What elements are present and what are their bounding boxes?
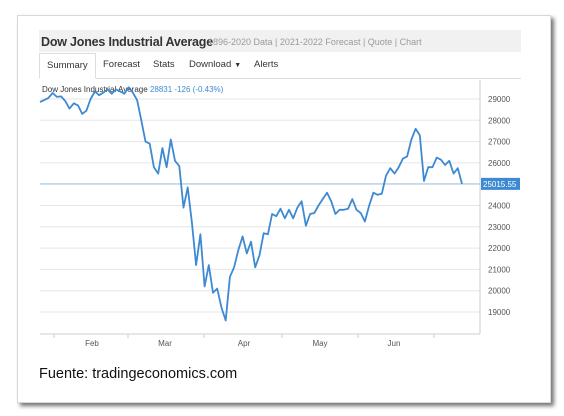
x-tick-label: Jun [388,339,401,348]
source-caption: Fuente: tradingeconomics.com [39,366,238,382]
x-tick-label: Apr [238,339,251,348]
last-value-marker [481,177,520,190]
y-tick-label: 28000 [488,116,511,125]
x-axis-ticks [53,334,435,338]
tab-forecast[interactable]: Forecast [103,59,140,70]
caret-down-icon: ▼ [234,62,242,69]
legend-series-change: -126 (-0.43%) [174,85,224,94]
tab-download[interactable]: Download ▼ [189,53,241,77]
tab-alerts[interactable]: Alerts [254,59,279,70]
grid-lines [40,80,481,335]
y-tick-label: 23000 [488,223,511,232]
legend-series-name: Dow Jones Industrial Average [42,85,148,94]
chart-header [39,30,521,52]
series-line [39,86,463,322]
y-tick-label: 24000 [488,202,511,211]
tab-summary[interactable]: Summary [39,53,96,79]
y-tick-label: 20000 [488,287,511,296]
x-tick-label: Feb [85,339,99,348]
y-tick-label: 27000 [488,138,511,147]
series-legend: Dow Jones Industrial Average 28831 -126 … [42,85,223,94]
y-axis-labels: 1900020000210002200023000240002500026000… [488,95,511,317]
x-tick-label: May [312,339,327,348]
x-tick-label: Mar [158,339,172,348]
last-value-label: 25015.55 [483,180,517,189]
y-tick-label: 22000 [488,244,511,253]
legend-series-value: 28831 [149,85,173,94]
figure-frame [17,15,551,403]
y-tick-label: 26000 [488,159,511,168]
tab-stats[interactable]: Stats [153,59,175,70]
y-tick-label: 29000 [488,95,511,104]
chart-title: Dow Jones Industrial Average [41,35,213,49]
tab-download-label: Download [189,59,232,70]
x-axis-labels: Feb Mar Apr May Jun [85,339,400,348]
y-tick-label: 21000 [488,265,511,274]
tab-bar: Summary Forecast Stats Download ▼ Alerts [39,53,521,79]
chart-subtitle-links[interactable]: 1896-2020 Data | 2021-2022 Forecast | Qu… [208,37,422,47]
y-tick-label: 19000 [488,308,511,317]
